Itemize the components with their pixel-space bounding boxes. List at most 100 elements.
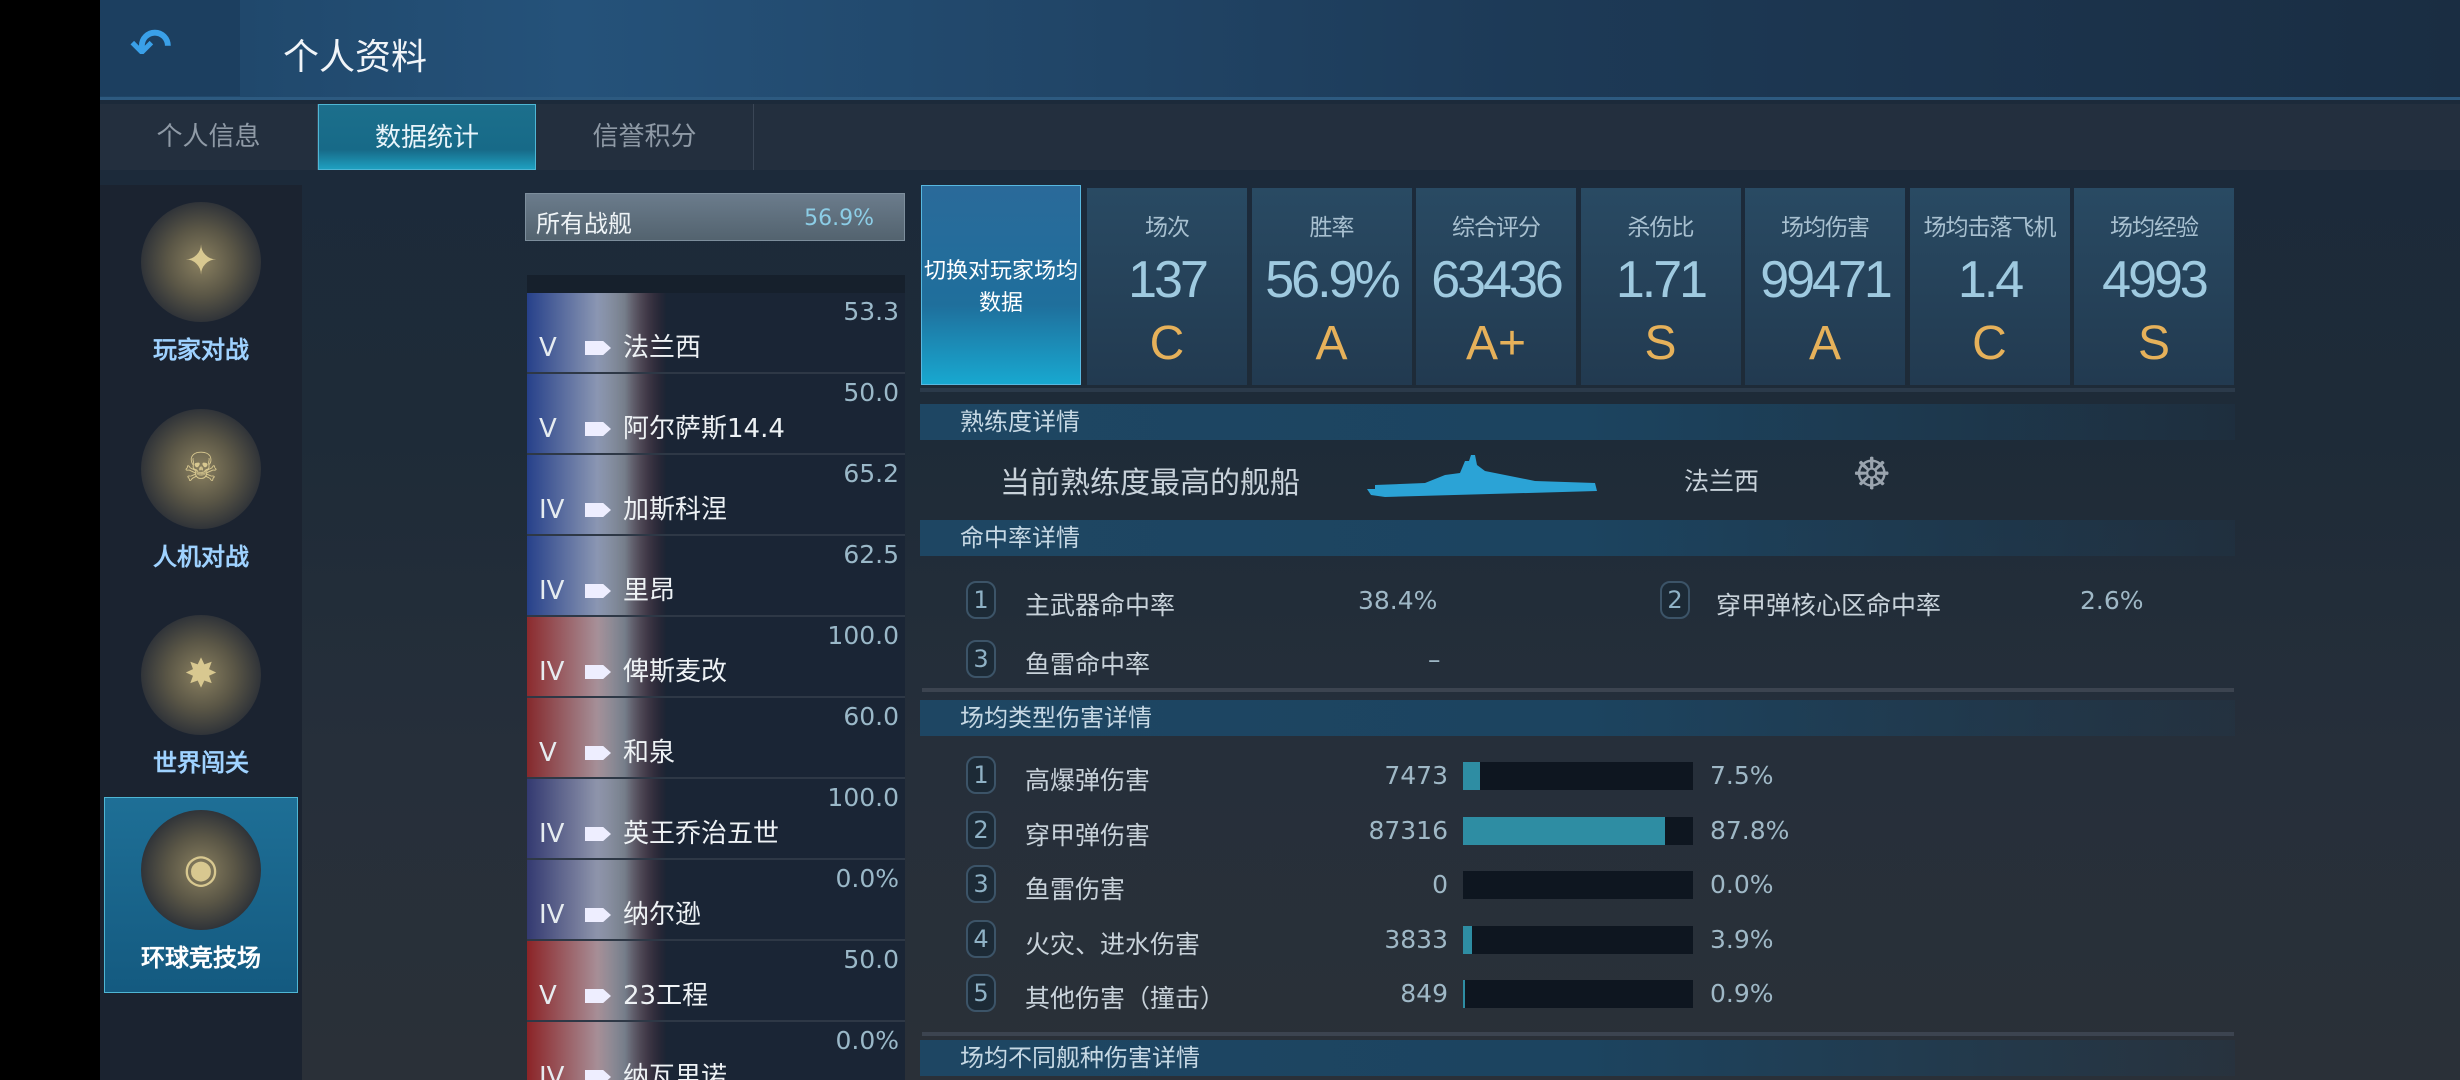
damage-bar-fill [1463,980,1466,1008]
mode-sidebar: ✦ 玩家对战 ☠ 人机对战 ✸ 世界闯关 ◉ 环球竞技场 [100,185,302,1080]
battleship-class-icon [585,341,611,355]
ship-win-rate: 50.0 [843,945,899,974]
hit-value: 38.4% [1358,586,1438,615]
stat-grade: C [1972,317,2007,370]
stat-label: 场均经验 [2110,215,2199,241]
back-button[interactable] [100,0,240,96]
stat-value: 137 [1128,251,1209,309]
ship-tier: V [539,738,557,768]
ship-list[interactable]: V 法兰西 53.3 V 阿尔萨斯14.4 50.0 IV 加斯科涅 65.2 … [527,275,905,1080]
ship-row[interactable]: IV 里昂 62.5 [527,536,905,617]
hit-rate-header: 命中率详情 [920,520,2235,556]
ship-row[interactable]: V 法兰西 53.3 [527,293,905,374]
ship-tier: IV [539,819,565,849]
stat-grade: S [2137,317,2170,370]
ship-row[interactable]: V 23工程 50.0 [527,941,905,1022]
tab-credit-score[interactable]: 信誉积分 [536,104,754,170]
ship-row[interactable]: IV 俾斯麦改 100.0 [527,617,905,698]
ship-type-damage-header: 场均不同舰种伤害详情 [920,1040,2235,1076]
damage-label: 火灾、进水伤害 [1025,929,1201,959]
arena-emblem-icon: ◉ [141,810,261,930]
stat-card: 场均经验 4993 S [2074,188,2234,385]
ship-name: 和泉 [623,738,676,768]
ship-name: 俾斯麦改 [623,657,728,687]
number-badge: 4 [966,919,996,958]
number-badge: 1 [966,581,996,619]
damage-percent: 0.0% [1710,870,1774,899]
ship-row[interactable]: V 和泉 60.0 [527,698,905,779]
mode-pvp[interactable]: ✦ 玩家对战 [104,190,298,390]
tab-personal-info[interactable]: 个人信息 [100,104,318,170]
hit-label: 鱼雷命中率 [1025,650,1151,679]
number-badge: 3 [966,865,996,903]
divider [922,1032,2234,1036]
damage-type-header: 场均类型伤害详情 [920,700,2235,736]
damage-percent: 3.9% [1710,924,1774,954]
battleship-class-icon [585,503,611,517]
damage-bar [1463,980,1693,1008]
damage-label: 高爆弹伤害 [1025,766,1151,795]
ship-win-rate: 62.5 [843,540,899,569]
all-ships-win-rate: 56.9% [804,206,874,231]
ship-win-rate: 0.0% [835,864,899,893]
damage-label: 其他伤害（撞击） [1025,984,1226,1013]
mode-world-stages[interactable]: ✸ 世界闯关 [104,603,298,798]
ship-row[interactable]: IV 英王乔治五世 100.0 [527,779,905,860]
pvp-emblem-icon: ✦ [141,202,261,322]
damage-percent: 7.5% [1710,761,1774,790]
stat-value: 63436 [1431,251,1564,309]
ship-silhouette-icon [1367,455,1597,497]
ship-name: 阿尔萨斯14.4 [623,414,785,444]
switch-average-button[interactable]: 切换对玩家场均数据 [921,185,1081,385]
stat-card: 杀伤比 1.71 S [1580,188,1741,385]
damage-value: 3833 [1384,924,1448,954]
mode-pve[interactable]: ☠ 人机对战 [104,397,298,597]
all-ships-label: 所有战舰 [536,210,632,238]
damage-value: 7473 [1384,761,1448,790]
stat-label: 场次 [1145,215,1190,241]
damage-bar [1463,925,1693,954]
stat-card: 场均击落飞机 1.4 C [1909,188,2070,385]
number-badge: 2 [1660,581,1690,619]
battleship-class-icon [585,989,611,1003]
stat-grade: A [1315,317,1348,370]
ship-tier: IV [539,1062,565,1080]
mode-label: 环球竞技场 [141,944,261,972]
ship-name: 加斯科涅 [623,495,728,525]
ship-win-rate: 100.0 [827,783,899,812]
proficiency-label: 当前熟练度最高的舰船 [1000,466,1300,501]
stat-grade: C [1149,317,1185,370]
ship-tier: IV [539,900,565,930]
ship-name: 纳瓦里诺 [623,1062,728,1080]
hit-value: 2.6% [2080,586,2144,615]
damage-bar-fill [1463,925,1472,954]
mode-global-arena[interactable]: ◉ 环球竞技场 [104,797,298,993]
proficiency-header: 熟练度详情 [920,404,2235,440]
battleship-class-icon [585,908,611,922]
nation-flag-icon [527,617,667,696]
stat-value: 1.71 [1615,251,1708,309]
tab-bar: 个人信息 数据统计 信誉积分 [100,104,2460,170]
ship-row[interactable]: V 阿尔萨斯14.4 50.0 [527,374,905,455]
pve-emblem-icon: ☠ [141,409,261,529]
ship-name: 纳尔逊 [623,900,702,930]
ship-win-rate: 0.0% [835,1026,899,1055]
damage-label: 穿甲弹伤害 [1025,820,1151,850]
damage-bar-fill [1463,816,1665,845]
number-badge: 1 [966,756,996,794]
ship-row[interactable]: IV 纳尔逊 0.0% [527,860,905,941]
battleship-class-icon [585,665,611,679]
damage-value: 87316 [1368,815,1448,845]
ship-name: 23工程 [623,981,709,1011]
damage-bar [1463,871,1693,899]
battleship-class-icon [585,422,611,436]
stat-card: 场次 137 C [1087,188,1247,385]
page-title: 个人资料 [283,37,428,78]
tab-data-stats[interactable]: 数据统计 [318,104,536,170]
ship-name: 英王乔治五世 [623,819,780,849]
all-ships-filter[interactable]: 所有战舰 56.9% [525,193,905,241]
stat-grade: A [1808,317,1841,370]
back-arrow-icon[interactable]: ↶ [130,18,172,76]
ship-row[interactable]: IV 加斯科涅 65.2 [527,455,905,536]
ship-row[interactable]: IV 纳瓦里诺 0.0% [527,1022,905,1080]
